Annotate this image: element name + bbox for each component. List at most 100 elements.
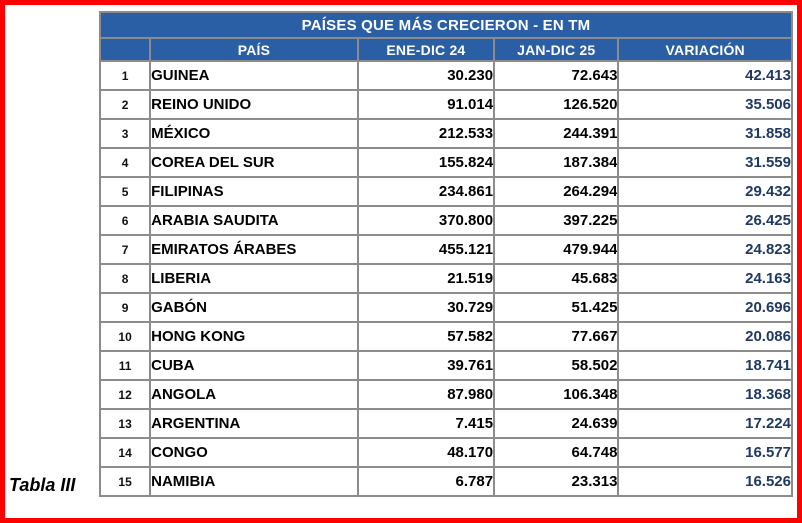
row-country: NAMIBIA — [149, 466, 359, 497]
row-ene-dic-24: 48.170 — [356, 437, 496, 468]
row-ene-dic-24: 21.519 — [356, 263, 496, 294]
row-jan-dic-25: 58.502 — [493, 350, 620, 381]
row-jan-dic-25: 126.520 — [493, 89, 620, 120]
row-country: GABÓN — [149, 292, 359, 323]
row-ene-dic-24: 155.824 — [356, 147, 496, 178]
row-ene-dic-24: 39.761 — [356, 350, 496, 381]
table-row: 1 GUINEA 30.230 72.643 42.413 — [98, 60, 793, 91]
col-header-variacion: VARIACIÓN — [617, 37, 793, 62]
table-title-row: PAÍSES QUE MÁS CRECIERON - EN TM — [99, 11, 793, 39]
row-rank: 11 — [98, 350, 152, 381]
row-variacion: 20.696 — [617, 292, 793, 323]
growth-table: PAÍSES QUE MÁS CRECIERON - EN TM PAÍS EN… — [98, 11, 793, 497]
row-ene-dic-24: 6.787 — [356, 466, 496, 497]
table-row: 2 REINO UNIDO 91.014 126.520 35.506 — [98, 89, 793, 120]
row-ene-dic-24: 370.800 — [356, 205, 496, 236]
row-country: FILIPINAS — [149, 176, 359, 207]
table-row: 10 HONG KONG 57.582 77.667 20.086 — [98, 321, 793, 352]
row-variacion: 42.413 — [617, 60, 793, 91]
row-ene-dic-24: 30.729 — [356, 292, 496, 323]
row-rank: 7 — [98, 234, 152, 265]
row-country: CONGO — [149, 437, 359, 468]
row-variacion: 16.526 — [617, 466, 793, 497]
row-ene-dic-24: 30.230 — [356, 60, 496, 91]
row-country: COREA DEL SUR — [149, 147, 359, 178]
table-row: 12 ANGOLA 87.980 106.348 18.368 — [98, 379, 793, 410]
row-jan-dic-25: 397.225 — [493, 205, 620, 236]
row-variacion: 31.858 — [617, 118, 793, 149]
row-variacion: 29.432 — [617, 176, 793, 207]
row-jan-dic-25: 77.667 — [493, 321, 620, 352]
row-rank: 14 — [98, 437, 152, 468]
row-variacion: 26.425 — [617, 205, 793, 236]
row-jan-dic-25: 64.748 — [493, 437, 620, 468]
row-jan-dic-25: 106.348 — [493, 379, 620, 410]
row-country: MÉXICO — [149, 118, 359, 149]
row-variacion: 31.559 — [617, 147, 793, 178]
row-variacion: 20.086 — [617, 321, 793, 352]
col-header-ene-dic-24: ENE-DIC 24 — [356, 37, 496, 62]
table-row: 13 ARGENTINA 7.415 24.639 17.224 — [98, 408, 793, 439]
row-country: EMIRATOS ÁRABES — [149, 234, 359, 265]
row-rank: 15 — [98, 466, 152, 497]
table-row: 11 CUBA 39.761 58.502 18.741 — [98, 350, 793, 381]
row-variacion: 24.823 — [617, 234, 793, 265]
row-rank: 12 — [98, 379, 152, 410]
row-rank: 9 — [98, 292, 152, 323]
row-variacion: 18.368 — [617, 379, 793, 410]
table-header-row: PAÍS ENE-DIC 24 JAN-DIC 25 VARIACIÓN — [98, 37, 793, 62]
row-rank: 5 — [98, 176, 152, 207]
col-header-country: PAÍS — [149, 37, 359, 62]
row-country: ANGOLA — [149, 379, 359, 410]
row-country: GUINEA — [149, 60, 359, 91]
row-jan-dic-25: 24.639 — [493, 408, 620, 439]
table-title: PAÍSES QUE MÁS CRECIERON - EN TM — [99, 11, 793, 39]
table-row: 9 GABÓN 30.729 51.425 20.696 — [98, 292, 793, 323]
row-ene-dic-24: 57.582 — [356, 321, 496, 352]
row-jan-dic-25: 45.683 — [493, 263, 620, 294]
row-variacion: 16.577 — [617, 437, 793, 468]
row-country: ARABIA SAUDITA — [149, 205, 359, 236]
row-variacion: 24.163 — [617, 263, 793, 294]
table-row: 3 MÉXICO 212.533 244.391 31.858 — [98, 118, 793, 149]
row-jan-dic-25: 72.643 — [493, 60, 620, 91]
row-ene-dic-24: 455.121 — [356, 234, 496, 265]
row-rank: 6 — [98, 205, 152, 236]
row-ene-dic-24: 212.533 — [356, 118, 496, 149]
row-jan-dic-25: 23.313 — [493, 466, 620, 497]
table-row: 7 EMIRATOS ÁRABES 455.121 479.944 24.823 — [98, 234, 793, 265]
row-jan-dic-25: 244.391 — [493, 118, 620, 149]
table-caption: Tabla III — [9, 475, 76, 495]
row-variacion: 35.506 — [617, 89, 793, 120]
row-rank: 2 — [98, 89, 152, 120]
row-country: ARGENTINA — [149, 408, 359, 439]
row-jan-dic-25: 51.425 — [493, 292, 620, 323]
table-row: 6 ARABIA SAUDITA 370.800 397.225 26.425 — [98, 205, 793, 236]
table-row: 8 LIBERIA 21.519 45.683 24.163 — [98, 263, 793, 294]
row-ene-dic-24: 234.861 — [356, 176, 496, 207]
row-country: LIBERIA — [149, 263, 359, 294]
row-jan-dic-25: 479.944 — [493, 234, 620, 265]
row-ene-dic-24: 7.415 — [356, 408, 496, 439]
table-row: 5 FILIPINAS 234.861 264.294 29.432 — [98, 176, 793, 207]
row-country: HONG KONG — [149, 321, 359, 352]
row-ene-dic-24: 91.014 — [356, 89, 496, 120]
row-rank: 1 — [98, 60, 152, 91]
row-variacion: 17.224 — [617, 408, 793, 439]
row-rank: 10 — [98, 321, 152, 352]
col-header-jan-dic-25: JAN-DIC 25 — [493, 37, 620, 62]
table-row: 14 CONGO 48.170 64.748 16.577 — [98, 437, 793, 468]
row-rank: 4 — [98, 147, 152, 178]
table-body: 1 GUINEA 30.230 72.643 42.413 2 REINO UNIDO 91.… — [98, 60, 793, 497]
row-country: CUBA — [149, 350, 359, 381]
row-variacion: 18.741 — [617, 350, 793, 381]
row-ene-dic-24: 87.980 — [356, 379, 496, 410]
row-rank: 3 — [98, 118, 152, 149]
col-header-rank — [98, 37, 152, 62]
row-rank: 13 — [98, 408, 152, 439]
table-row: 15 NAMIBIA 6.787 23.313 16.526 — [98, 466, 793, 497]
table-row: 4 COREA DEL SUR 155.824 187.384 31.559 — [98, 147, 793, 178]
row-jan-dic-25: 187.384 — [493, 147, 620, 178]
row-jan-dic-25: 264.294 — [493, 176, 620, 207]
